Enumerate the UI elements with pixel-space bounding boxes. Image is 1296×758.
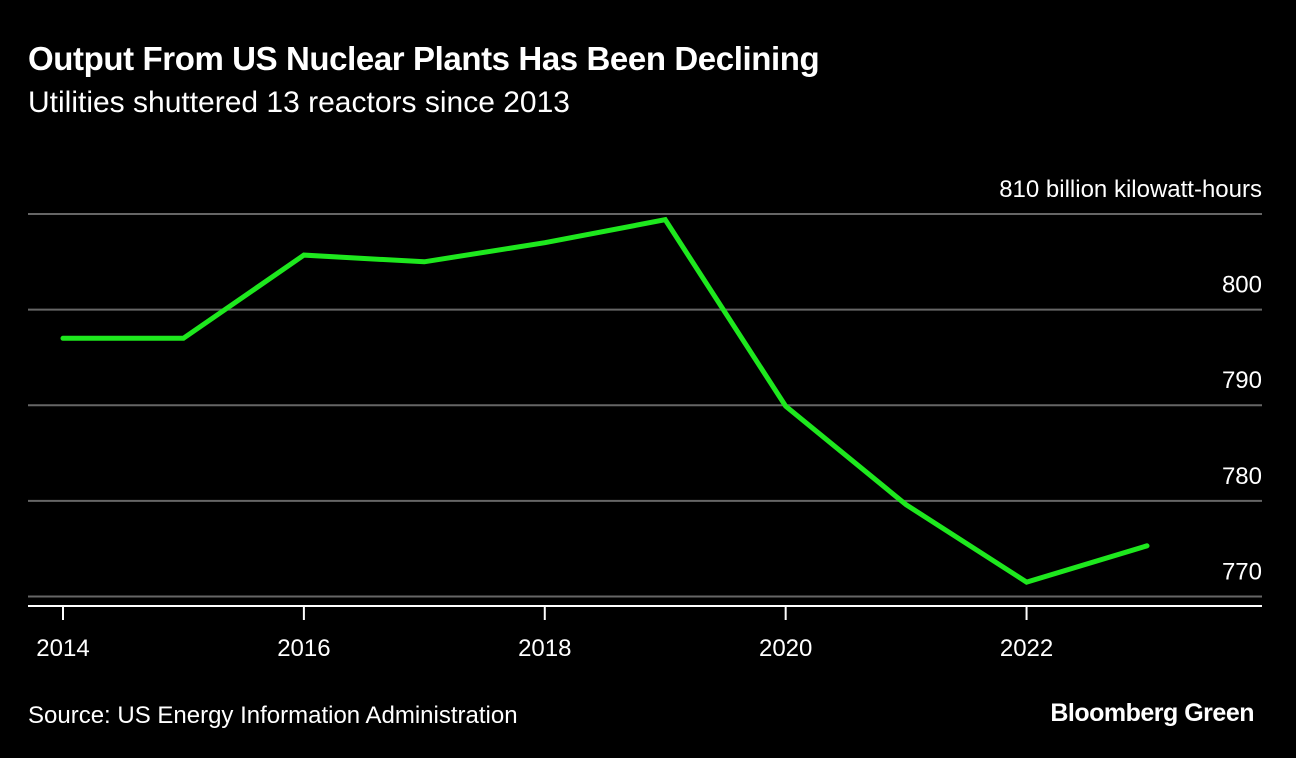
x-tick-label-2016: 2016 — [277, 635, 330, 662]
x-tick-label-2022: 2022 — [1000, 635, 1053, 662]
x-tick-label-2020: 2020 — [759, 635, 812, 662]
source-note: Source: US Energy Information Administra… — [28, 702, 518, 729]
gridlines — [28, 213, 1262, 598]
y-axis-labels: 810 billion kilowatt-hours 800 790 780 770 — [999, 176, 1262, 585]
bloomberg-green-logo: Bloomberg Green — [1050, 699, 1254, 727]
x-tick-label-2014: 2014 — [36, 635, 89, 662]
series-line-0 — [60, 216, 1150, 585]
x-tick-label-2018: 2018 — [518, 635, 571, 662]
chart-subtitle: Utilities shuttered 13 reactors since 20… — [28, 86, 570, 119]
line-chart: 2014 2016 2018 2020 2022 810 billion kilowat… — [28, 176, 1262, 662]
y-tick-label-800: 800 — [1222, 272, 1262, 299]
x-axis: 2014 2016 2018 2020 2022 — [28, 605, 1262, 662]
y-tick-label-770: 770 — [1222, 558, 1262, 585]
y-tick-label-810: 810 billion kilowatt-hours — [999, 176, 1262, 203]
y-tick-label-790: 790 — [1222, 367, 1262, 394]
series-lines — [60, 216, 1150, 585]
chart-title: Output From US Nuclear Plants Has Been D… — [28, 40, 820, 77]
y-tick-label-780: 780 — [1222, 463, 1262, 490]
